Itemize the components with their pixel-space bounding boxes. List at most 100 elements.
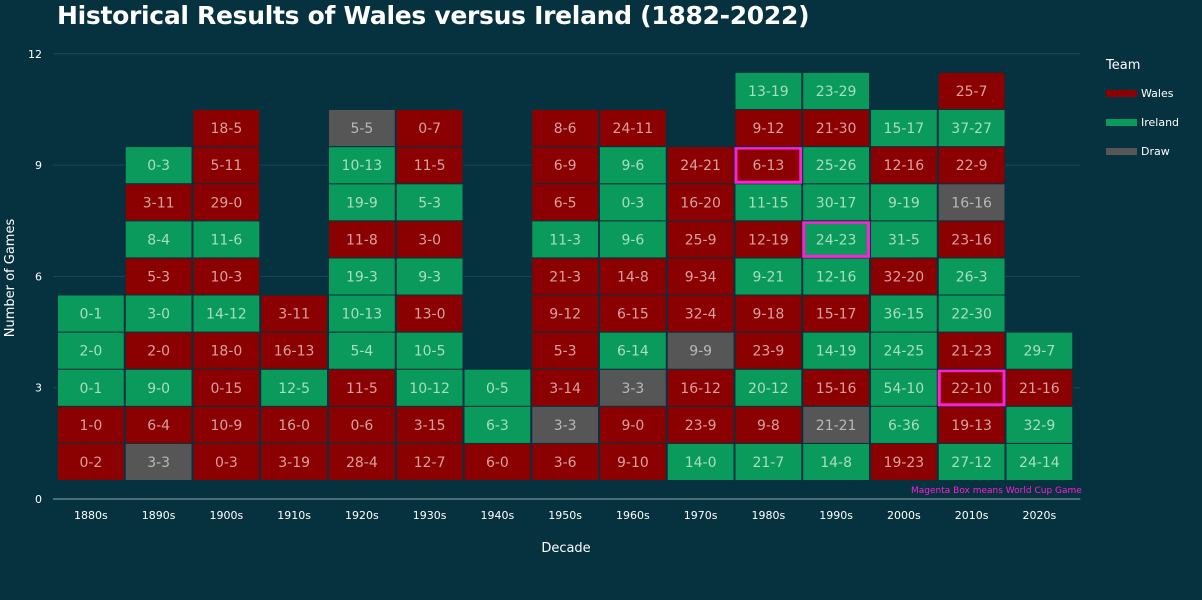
game-score-label: 13-0 <box>414 307 446 323</box>
game-cell <box>463 368 532 407</box>
game-score-label: 3-15 <box>414 418 446 434</box>
game-cell <box>124 183 193 222</box>
x-axis-title: Decade <box>541 541 590 556</box>
game-cell <box>666 331 735 370</box>
legend-item-ireland[interactable]: Ireland <box>1106 108 1196 137</box>
game-cell <box>124 220 193 259</box>
world-cup-footnote: Magenta Box means World Cup Game <box>911 486 1082 496</box>
game-score-label: 0-15 <box>210 381 242 397</box>
game-cell <box>57 294 125 333</box>
game-score-label: 21-21 <box>816 418 857 434</box>
game-cell <box>937 71 1006 110</box>
game-score-label: 21-23 <box>951 344 992 360</box>
game-cell <box>734 220 803 259</box>
y-tick-label: 0 <box>35 493 42 506</box>
game-score-label: 23-9 <box>685 418 717 434</box>
legend-swatch-wales <box>1106 90 1137 97</box>
game-score-label: 25-26 <box>816 158 857 174</box>
game-cell <box>802 442 870 481</box>
game-cell <box>124 368 193 407</box>
game-score-label: 3-19 <box>278 455 310 471</box>
game-score-label: 2-0 <box>147 344 170 360</box>
game-score-label: 0-7 <box>418 121 441 137</box>
legend: Team Wales Ireland Draw <box>1106 58 1196 166</box>
world-cup-marker <box>937 369 1006 407</box>
game-cell <box>260 368 328 407</box>
game-cell <box>395 442 464 481</box>
game-score-label: 9-12 <box>549 307 581 323</box>
game-score-label: 32-20 <box>884 269 925 285</box>
legend-item-wales[interactable]: Wales <box>1106 79 1196 108</box>
game-cell <box>531 257 599 296</box>
game-score-label: 9-3 <box>418 269 441 285</box>
game-cell <box>260 331 328 370</box>
game-score-label: 16-12 <box>680 381 721 397</box>
game-score-label: 11-5 <box>346 381 378 397</box>
game-cell <box>734 183 803 222</box>
game-cell <box>802 183 870 222</box>
game-score-label: 29-7 <box>1023 344 1055 360</box>
game-score-label: 14-8 <box>617 269 649 285</box>
game-cell <box>531 220 599 259</box>
game-score-label: 24-25 <box>884 344 925 360</box>
game-cell <box>531 146 599 185</box>
game-score-label: 21-7 <box>752 455 784 471</box>
game-cell <box>802 331 870 370</box>
x-tick-label: 1920s <box>345 509 379 522</box>
game-score-label: 8-4 <box>147 232 170 248</box>
game-score-label: 3-3 <box>621 381 644 397</box>
game-cell <box>260 405 328 444</box>
x-tick-label: 1960s <box>616 509 650 522</box>
game-score-label: 11-3 <box>549 232 581 248</box>
game-cell <box>124 331 193 370</box>
game-score-label: 3-11 <box>278 307 310 323</box>
game-score-label: 23-29 <box>816 84 857 100</box>
legend-swatch-ireland <box>1106 119 1137 126</box>
game-cell <box>734 442 803 481</box>
game-cell <box>666 442 735 481</box>
game-score-label: 0-3 <box>147 158 170 174</box>
game-score-label: 24-11 <box>613 121 654 137</box>
game-score-label: 8-6 <box>554 121 577 137</box>
game-cell <box>395 146 464 185</box>
game-cell <box>734 294 803 333</box>
game-score-label: 6-4 <box>147 418 170 434</box>
x-tick-label: 1930s <box>413 509 447 522</box>
game-cell <box>734 146 803 185</box>
game-score-label: 23-9 <box>752 344 784 360</box>
game-score-label: 10-12 <box>409 381 450 397</box>
game-score-label: 28-4 <box>346 455 378 471</box>
game-score-label: 18-0 <box>210 344 242 360</box>
game-score-label: 9-0 <box>147 381 170 397</box>
x-tick-label: 1900s <box>210 509 244 522</box>
legend-item-draw[interactable]: Draw <box>1106 137 1196 166</box>
game-score-label: 0-3 <box>621 195 644 211</box>
game-cell <box>260 294 328 333</box>
legend-label-ireland: Ireland <box>1141 116 1180 129</box>
x-tick-label: 1990s <box>819 509 853 522</box>
game-cell <box>531 183 599 222</box>
game-score-label: 15-17 <box>884 121 925 137</box>
game-cell <box>260 442 328 481</box>
game-cell <box>328 331 396 370</box>
game-score-label: 3-6 <box>554 455 577 471</box>
game-score-label: 37-27 <box>951 121 992 137</box>
game-score-label: 0-3 <box>215 455 238 471</box>
game-score-label: 20-12 <box>748 381 789 397</box>
game-cell <box>937 183 1006 222</box>
game-cell <box>599 405 667 444</box>
game-score-label: 11-6 <box>210 232 242 248</box>
game-cell <box>802 368 870 407</box>
game-score-label: 29-0 <box>210 195 242 211</box>
game-score-label: 5-3 <box>418 195 441 211</box>
game-cell <box>192 220 261 259</box>
game-score-label: 19-3 <box>346 269 378 285</box>
game-score-label: 10-9 <box>210 418 242 434</box>
y-tick-label: 12 <box>28 48 42 61</box>
game-cell <box>802 71 870 110</box>
game-cell <box>937 442 1006 481</box>
game-score-label: 9-6 <box>621 232 644 248</box>
game-cell <box>937 257 1006 296</box>
game-cell <box>192 109 261 148</box>
game-score-label: 12-5 <box>278 381 310 397</box>
